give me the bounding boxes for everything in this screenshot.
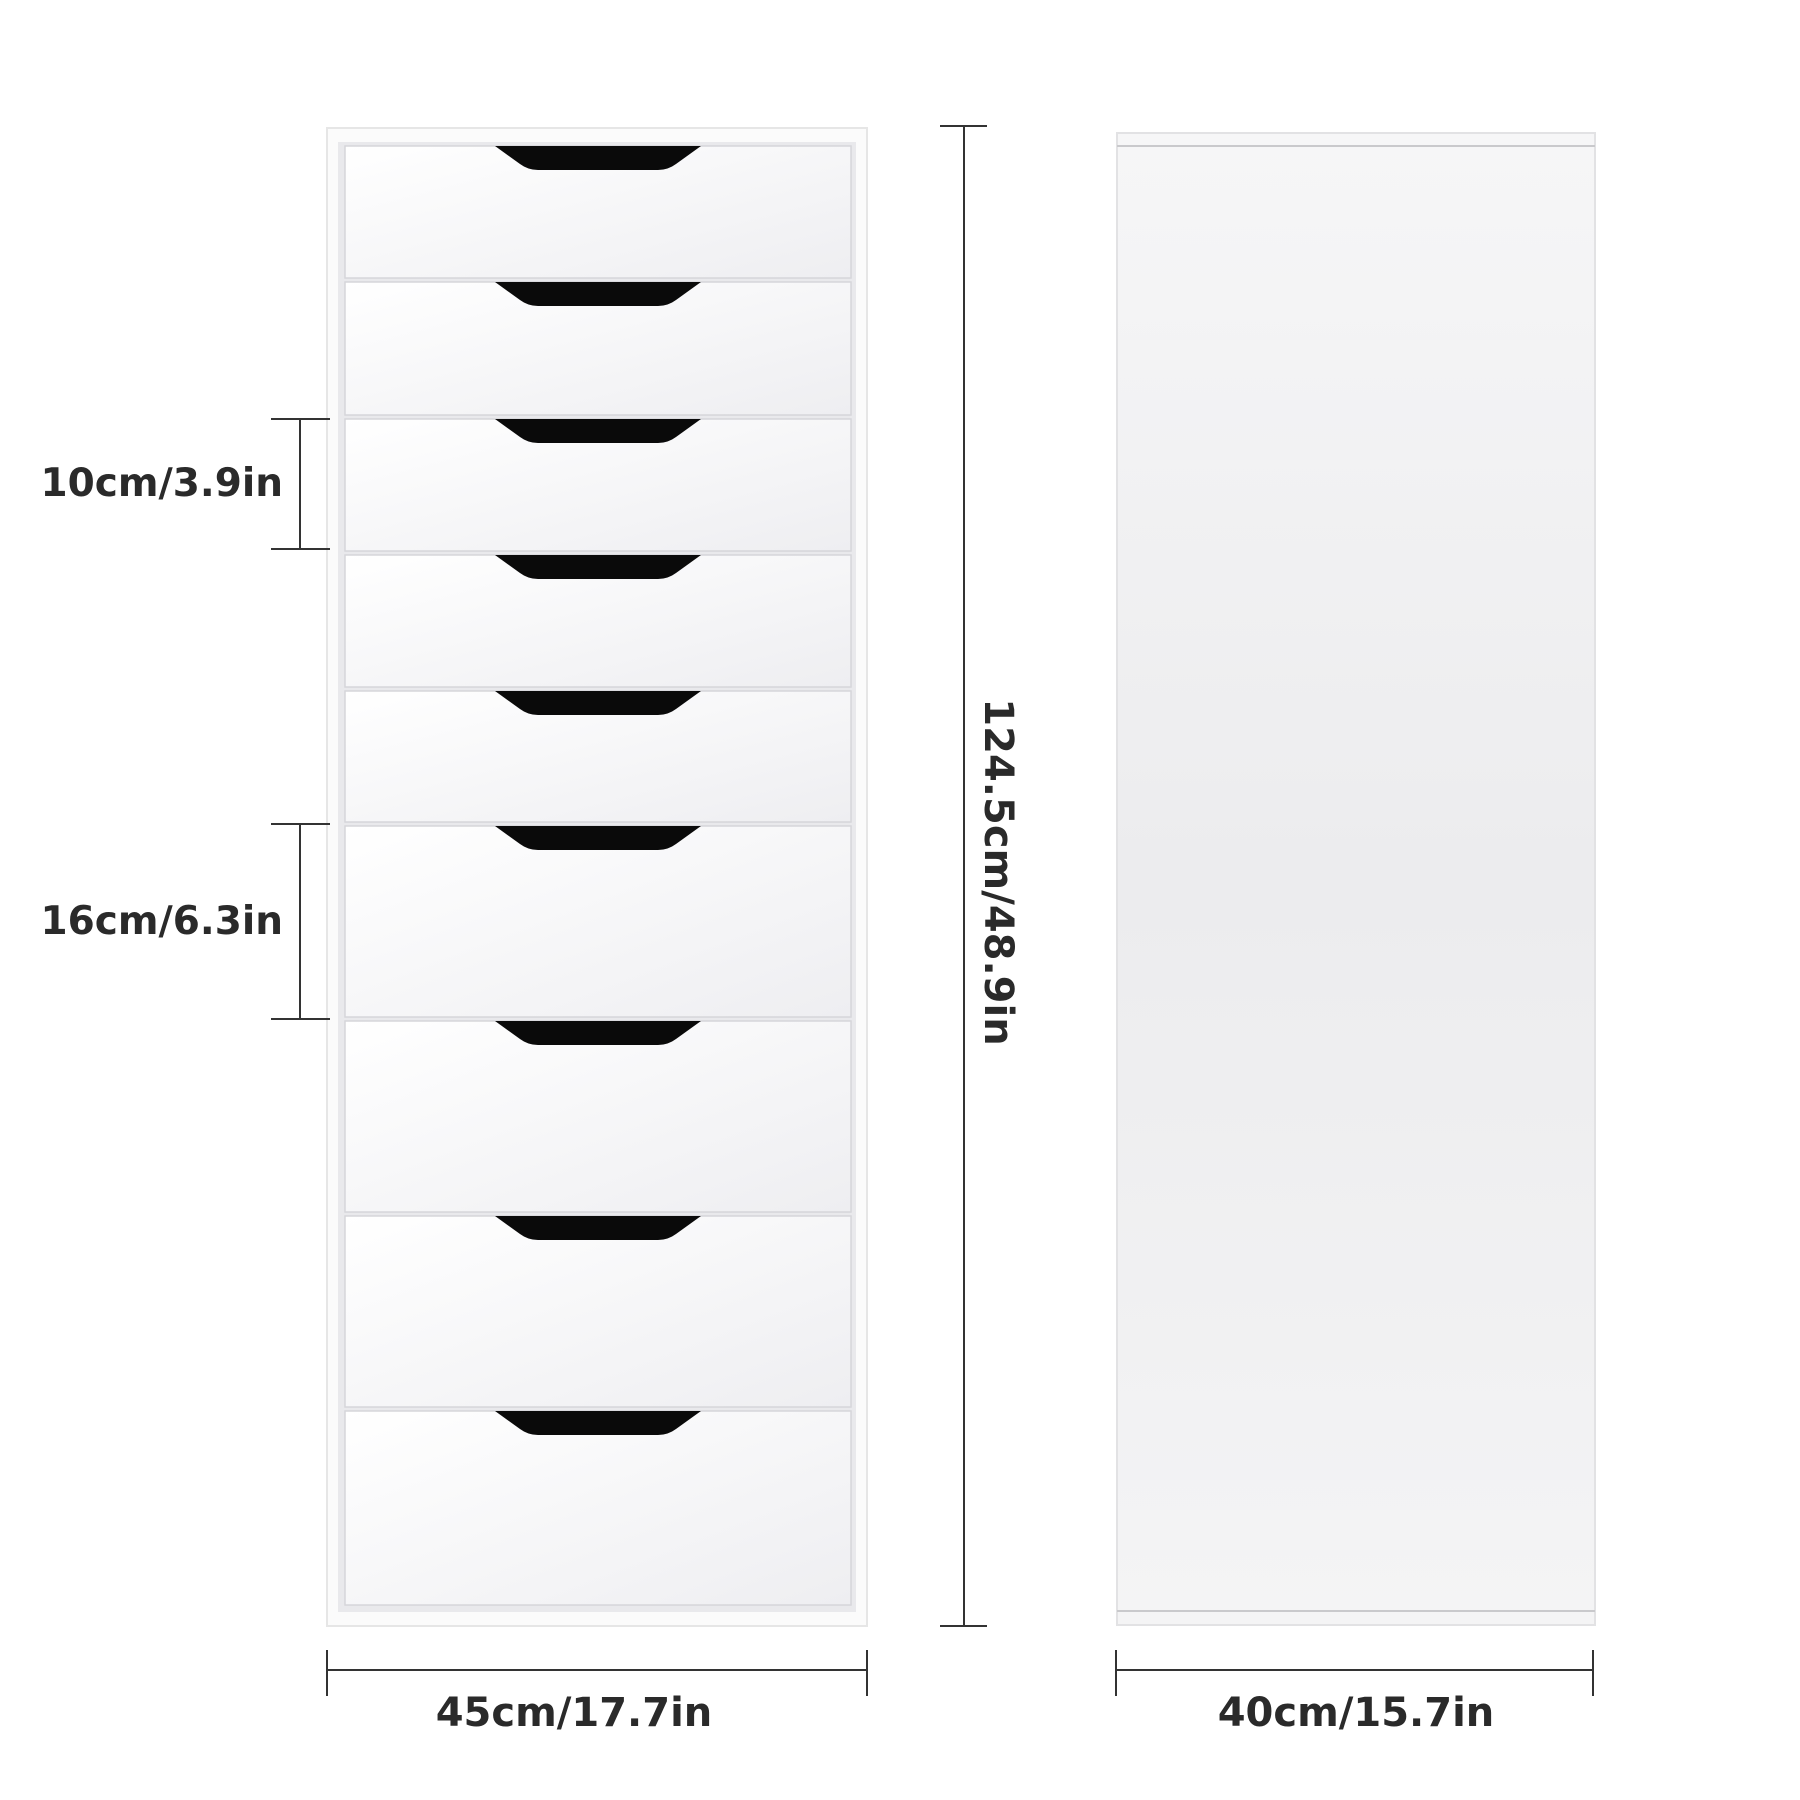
drawer-front: [345, 826, 851, 1017]
drawer-large: [345, 1021, 851, 1212]
drawer-small-height-label: 10cm/3.9in: [41, 461, 284, 506]
total-height-label: 124.5cm/48.9in: [975, 698, 1021, 1045]
front-width-label: 45cm/17.7in: [436, 1690, 713, 1736]
total-height-dimension: 124.5cm/48.9in: [940, 126, 1021, 1626]
drawer-front: [345, 1216, 851, 1407]
drawer-handle-cutout: [495, 1411, 701, 1435]
drawer-large: [345, 826, 851, 1017]
front-width-dimension: 45cm/17.7in: [327, 1650, 867, 1736]
drawer-front: [345, 1021, 851, 1212]
drawer-handle-cutout: [495, 419, 701, 443]
side-depth-dimension: 40cm/15.7in: [1116, 1650, 1593, 1736]
drawer-handle-cutout: [495, 826, 701, 850]
drawer-handle-cutout: [495, 1021, 701, 1045]
drawer-large-height-label: 16cm/6.3in: [41, 899, 284, 944]
drawer-handle-cutout: [495, 1216, 701, 1240]
drawer-large-height-dimension: 16cm/6.3in: [41, 824, 331, 1019]
drawer-large: [345, 1216, 851, 1407]
drawer-small: [345, 691, 851, 822]
drawer-small: [345, 282, 851, 415]
drawer-handle-cutout: [495, 282, 701, 306]
drawer-small-height-dimension: 10cm/3.9in: [41, 419, 331, 549]
front-view-cabinet: [327, 128, 867, 1626]
drawer-handle-cutout: [495, 146, 701, 170]
side-view-panel: [1117, 133, 1595, 1625]
drawer-front: [345, 1411, 851, 1605]
drawer-small: [345, 419, 851, 551]
side-panel: [1117, 133, 1595, 1625]
drawer-handle-cutout: [495, 691, 701, 715]
drawer-small: [345, 555, 851, 687]
drawer-stack: [345, 146, 851, 1605]
drawer-large: [345, 1411, 851, 1605]
side-depth-label: 40cm/15.7in: [1218, 1690, 1495, 1736]
drawer-small: [345, 146, 851, 278]
drawer-handle-cutout: [495, 555, 701, 579]
